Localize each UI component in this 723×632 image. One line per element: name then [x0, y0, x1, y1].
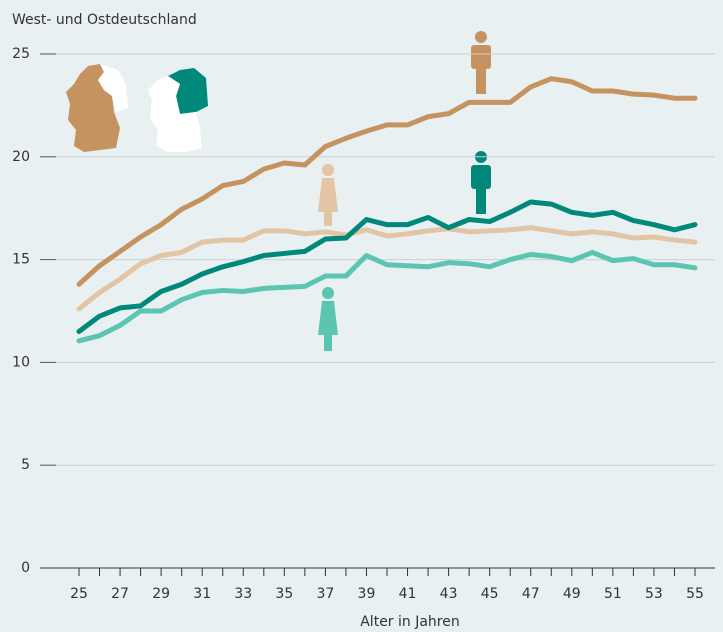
x-tick-label: 25	[70, 586, 88, 602]
x-axis-label: Alter in Jahren	[360, 614, 460, 630]
series-line	[76, 225, 698, 312]
x-tick-label: 33	[234, 586, 252, 602]
x-tick-label: 47	[522, 586, 540, 602]
y-tick-label: 25	[12, 46, 30, 62]
map-icons	[66, 64, 208, 152]
y-tick-label: 0	[21, 560, 30, 576]
chart-title: West- und Ostdeutschland	[12, 12, 197, 28]
x-tick-label: 27	[111, 586, 129, 602]
y-tick-label: 10	[12, 354, 30, 370]
x-tick-label: 45	[481, 586, 499, 602]
x-tick-label: 41	[399, 586, 417, 602]
y-tick-label: 5	[21, 457, 30, 473]
x-tick-label: 37	[316, 586, 334, 602]
x-tick-label: 55	[686, 586, 704, 602]
x-tick-label: 43	[440, 586, 458, 602]
x-tick-label: 29	[152, 586, 170, 602]
x-tick-label: 51	[604, 586, 622, 602]
x-tick-label: 49	[563, 586, 581, 602]
y-tick-label: 15	[12, 252, 30, 268]
x-tick-label: 35	[275, 586, 293, 602]
series-line	[76, 249, 698, 344]
x-tick-label: 53	[645, 586, 663, 602]
series-line	[76, 199, 698, 335]
x-tick-label: 31	[193, 586, 211, 602]
series-line	[76, 76, 698, 287]
x-tick-label: 39	[358, 586, 376, 602]
y-tick-label: 20	[12, 149, 30, 165]
